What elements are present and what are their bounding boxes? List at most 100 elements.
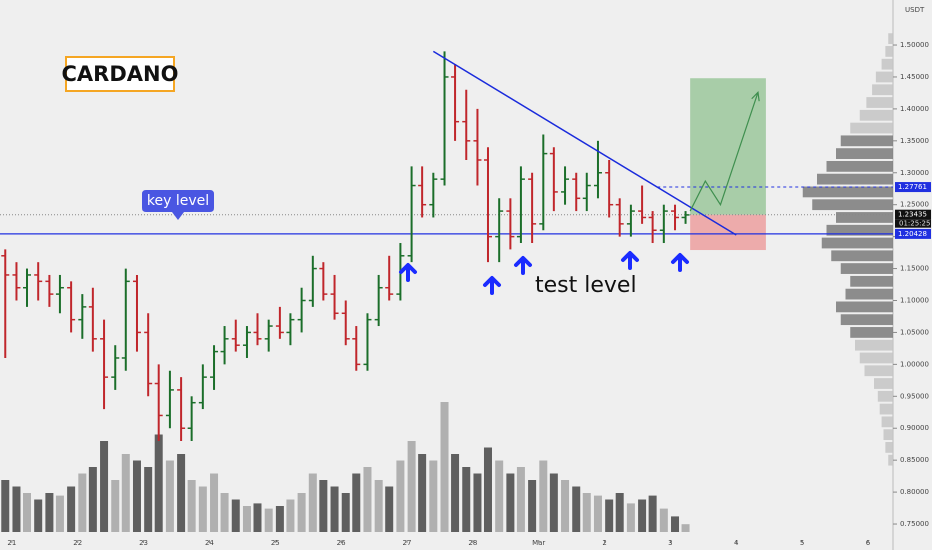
volume-bar: [286, 499, 295, 532]
volume-bar: [626, 503, 635, 532]
volume-bar: [132, 460, 141, 532]
volume-bar: [363, 467, 372, 532]
projection-head: [751, 90, 760, 102]
volume-bar: [67, 486, 76, 532]
y-tick-label: 1.35000: [900, 137, 929, 145]
y-tick-label: 1.40000: [900, 105, 929, 113]
volume-bar: [34, 499, 43, 532]
countdown-box: [895, 219, 931, 228]
volume-bar: [210, 473, 219, 532]
profile-bar: [879, 403, 893, 415]
volume-bar: [45, 493, 54, 532]
arrow: [514, 256, 532, 275]
volume-bar: [319, 480, 328, 532]
resistance-tag-box: [895, 182, 931, 193]
key-level-callout: [142, 190, 214, 220]
profile-bar: [845, 288, 893, 300]
y-tick-label: 1.15000: [900, 265, 929, 273]
x-tick-label: Mar: [532, 539, 545, 547]
volume-bar: [144, 467, 153, 532]
y-tick-label: 1.25000: [900, 201, 929, 209]
volume-bar: [55, 495, 64, 532]
volume-bar: [88, 467, 97, 532]
volume-bar: [220, 493, 229, 532]
volume-bar: [539, 460, 548, 532]
volume-bar: [582, 493, 591, 532]
profile-bar: [885, 46, 893, 57]
profile-bar: [888, 33, 893, 45]
target-zone: [690, 78, 766, 215]
profile-bar: [840, 314, 893, 326]
volume-bar: [198, 486, 207, 532]
profile-bar: [836, 301, 893, 313]
y-tick-label: 0.95000: [900, 392, 929, 400]
volume-bar: [451, 454, 460, 532]
profile-bar: [888, 454, 893, 466]
volume-bar: [671, 516, 680, 532]
profile-bar: [859, 352, 893, 364]
profile-bar: [840, 135, 893, 147]
x-tick-label: 23: [139, 539, 148, 547]
volume-bar: [275, 506, 284, 532]
x-tick-label: 5: [800, 539, 804, 547]
profile-bar: [859, 109, 893, 121]
volume-bar: [516, 467, 525, 532]
profile-bar: [802, 186, 893, 198]
x-tick-label: 6: [866, 539, 871, 547]
profile-bar: [812, 199, 893, 211]
x-tick-label: 2: [602, 539, 606, 547]
arrow: [621, 251, 639, 270]
volume-bar: [121, 454, 130, 532]
volume-bar: [605, 499, 614, 532]
stop-zone: [690, 214, 766, 251]
volume-bar: [341, 493, 350, 532]
x-tick-label: 28: [468, 539, 477, 547]
y-tick-label: 1.45000: [900, 73, 929, 81]
current-price-tag-box: [895, 209, 931, 220]
y-tick-label: 0.80000: [900, 488, 929, 496]
profile-bar: [850, 275, 893, 287]
current-price-tag: 1.23435: [898, 211, 927, 219]
key-level-tag: 1.20428: [898, 230, 927, 238]
profile-bar: [826, 224, 893, 236]
x-tick-label: 25: [271, 539, 280, 547]
volume-bar: [396, 460, 405, 532]
volume-bar: [638, 499, 647, 532]
volume-bar: [572, 486, 581, 532]
volume-bar: [352, 473, 361, 532]
y-unit: USDT: [905, 6, 925, 14]
chart-title: CARDANO: [62, 62, 179, 86]
profile-bar: [866, 97, 893, 108]
x-tick-label: 3: [668, 539, 672, 547]
volume-bar: [1, 480, 10, 532]
trendline: [432, 50, 737, 236]
profile-bar: [826, 160, 893, 172]
volume-bar: [528, 480, 537, 532]
test-level-label: test level: [535, 273, 637, 298]
volume-bar: [561, 480, 570, 532]
profile-bar: [883, 429, 893, 441]
volume-bar: [440, 402, 449, 532]
y-tick-label: 1.50000: [900, 41, 929, 49]
profile-bar: [864, 365, 893, 377]
x-tick-label: 27: [403, 539, 412, 547]
volume-bar: [374, 480, 383, 532]
volume-bar: [407, 441, 416, 532]
volume-bar: [264, 508, 273, 532]
volume-bar: [177, 454, 186, 532]
x-tick-label: 4: [734, 539, 739, 547]
volume-bar: [111, 480, 120, 532]
profile-bar: [855, 339, 893, 351]
volume-bar: [385, 486, 394, 532]
volume-bar: [615, 493, 624, 532]
volume-bar: [648, 495, 657, 532]
arrow: [399, 263, 417, 282]
profile-bar: [872, 84, 893, 96]
profile-bar: [877, 390, 893, 402]
key-level-tag-box: [895, 228, 931, 239]
volume-bar: [253, 503, 262, 532]
profile-bar: [817, 173, 893, 185]
profile-bar: [840, 263, 893, 274]
profile-bar: [881, 58, 893, 70]
